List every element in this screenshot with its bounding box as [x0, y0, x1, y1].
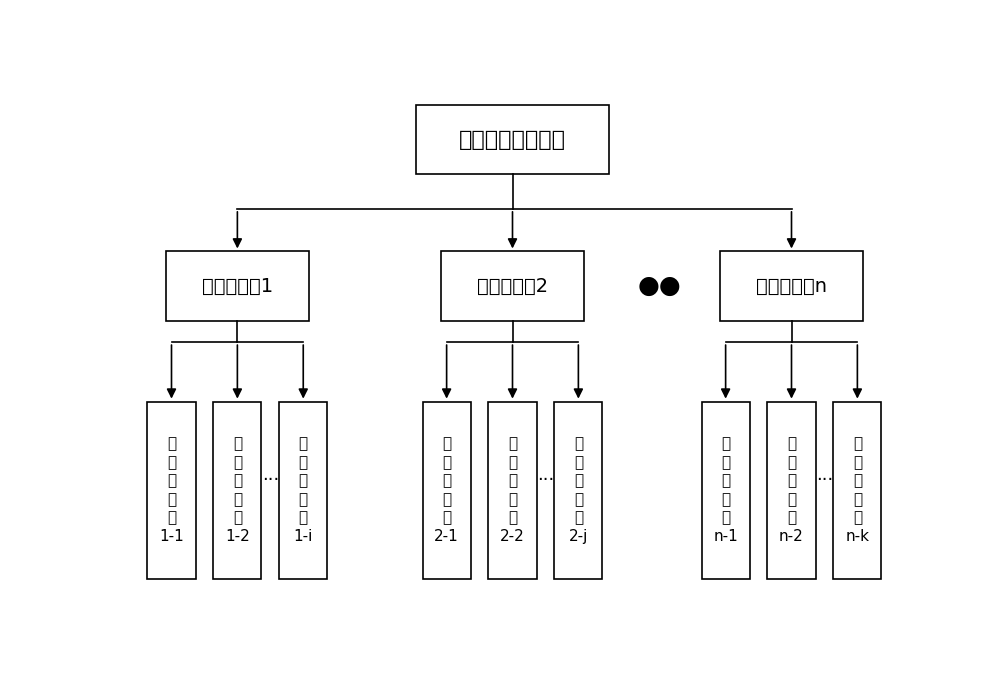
- Text: 单
项
状
态
量
n-k: 单 项 状 态 量 n-k: [845, 436, 869, 544]
- Text: 综合状态量1: 综合状态量1: [202, 277, 273, 296]
- Bar: [416, 105, 609, 174]
- Text: ...: ...: [262, 466, 279, 484]
- Bar: [423, 402, 471, 579]
- Text: ●●: ●●: [638, 274, 682, 298]
- Text: 单
项
状
态
量
1-2: 单 项 状 态 量 1-2: [225, 436, 250, 544]
- Bar: [147, 402, 196, 579]
- Bar: [554, 402, 602, 579]
- Text: 电容式电压互感器: 电容式电压互感器: [459, 130, 566, 150]
- Text: ...: ...: [816, 466, 833, 484]
- Text: ...: ...: [537, 466, 554, 484]
- Text: 单
项
状
态
量
n-2: 单 项 状 态 量 n-2: [779, 436, 804, 544]
- Bar: [213, 402, 261, 579]
- Bar: [702, 402, 750, 579]
- Bar: [833, 402, 881, 579]
- Bar: [720, 251, 863, 320]
- Text: 综合状态量n: 综合状态量n: [756, 277, 827, 296]
- Bar: [279, 402, 327, 579]
- Text: 综合状态量2: 综合状态量2: [477, 277, 548, 296]
- Text: 单
项
状
态
量
1-1: 单 项 状 态 量 1-1: [159, 436, 184, 544]
- Bar: [441, 251, 584, 320]
- Text: 单
项
状
态
量
2-2: 单 项 状 态 量 2-2: [500, 436, 525, 544]
- Text: 单
项
状
态
量
1-i: 单 项 状 态 量 1-i: [294, 436, 313, 544]
- Text: 单
项
状
态
量
2-j: 单 项 状 态 量 2-j: [569, 436, 588, 544]
- Text: 单
项
状
态
量
2-1: 单 项 状 态 量 2-1: [434, 436, 459, 544]
- Text: 单
项
状
态
量
n-1: 单 项 状 态 量 n-1: [713, 436, 738, 544]
- Bar: [488, 402, 537, 579]
- Bar: [767, 402, 816, 579]
- Bar: [166, 251, 309, 320]
